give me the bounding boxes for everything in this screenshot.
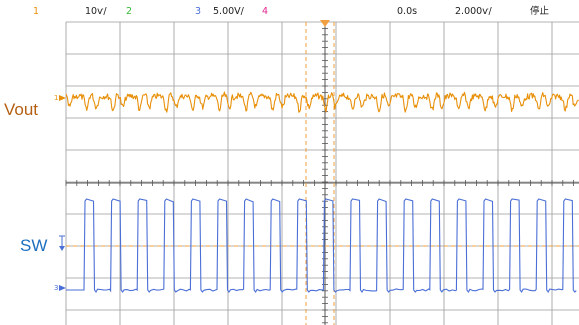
run-state[interactable]: 停止 [530,6,550,17]
ch3-number[interactable]: 3 [195,6,202,17]
ch4-number[interactable]: 4 [262,6,269,17]
ch2-number[interactable]: 2 [126,6,133,17]
ch1-vout-trace [65,91,579,113]
time-base[interactable]: 2.000ѵ/ [455,6,492,17]
vout-label: Vout [4,100,39,119]
ch3-ground-arrow-icon[interactable]: 3 [54,284,66,292]
ch3-sw-trace [66,198,577,294]
time-cursors[interactable] [66,22,579,325]
graticule-ticks [65,21,579,325]
ch1-number[interactable]: 1 [33,6,40,17]
ch1-marker-text: 1 [54,94,58,102]
status-bar: 1 10ѵ/ 2 3 5.00V/ 4 0.0s 2.000ѵ/ 停止 [0,0,579,22]
time-position[interactable]: 0.0s [397,6,418,17]
trigger-level-arrow-icon[interactable] [59,235,65,251]
trigger-down-triangle-icon[interactable] [320,20,330,27]
ch1-ground-arrow-icon[interactable]: 1 [54,94,66,102]
ch3-scale[interactable]: 5.00V/ [213,6,244,17]
ch1-scale[interactable]: 10ѵ/ [85,6,107,17]
graticule [65,21,579,325]
sw-label: SW [20,236,48,255]
ch3-marker-text: 3 [54,284,58,292]
